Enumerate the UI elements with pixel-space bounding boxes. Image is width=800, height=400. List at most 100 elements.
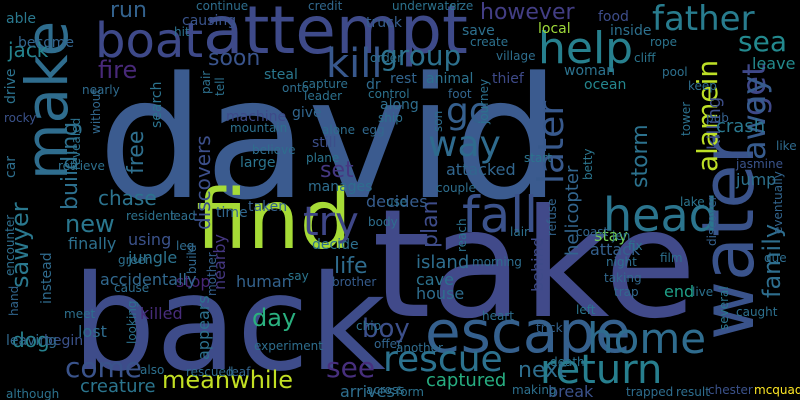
word: run [110, 0, 147, 23]
word: alone [322, 123, 356, 137]
word: fall [462, 186, 539, 244]
word: become [18, 35, 75, 51]
word: jasmine [736, 157, 783, 171]
word: animal [426, 71, 474, 87]
word: caught [736, 305, 778, 319]
word: fix [628, 239, 643, 253]
word: live [692, 285, 714, 299]
word: thief [492, 71, 524, 87]
word: without [89, 88, 103, 134]
word: result [676, 385, 710, 399]
word: looking [125, 300, 139, 344]
word: death [550, 355, 585, 369]
word: boat [95, 13, 204, 69]
word: leave [752, 54, 796, 73]
word: back [72, 247, 386, 400]
word: search [149, 81, 165, 128]
word: trap [614, 285, 639, 299]
word: continue [196, 0, 249, 13]
word: lost [78, 322, 107, 341]
word: life [334, 254, 368, 279]
word: chip [356, 319, 382, 333]
word: boy [362, 314, 410, 344]
word: take [372, 178, 697, 352]
word: mountain [230, 121, 288, 135]
word: resident [126, 209, 175, 223]
word: food [598, 9, 629, 25]
word: head [603, 188, 718, 242]
word: killed [140, 304, 183, 323]
word: build [185, 244, 199, 274]
word: manages [308, 179, 373, 195]
word: leader [304, 89, 343, 103]
word: trick [536, 321, 563, 335]
word: taking [604, 271, 642, 285]
word: due [764, 251, 787, 265]
word: local [538, 21, 571, 37]
word: free [124, 130, 149, 174]
word: woman [564, 63, 616, 79]
word: car [3, 155, 19, 178]
word: create [470, 35, 509, 49]
word: offer [374, 337, 402, 351]
word: capture [302, 77, 348, 91]
word: decide [312, 237, 359, 253]
word: couple [436, 181, 476, 195]
word: discovers [191, 135, 215, 230]
word: heart [482, 309, 514, 323]
word: form [396, 385, 424, 399]
word: behind [528, 237, 547, 292]
word: drive [3, 68, 19, 104]
word: appears [194, 295, 213, 360]
word: trapped [626, 385, 674, 399]
word: betty [581, 148, 595, 180]
word: kill [326, 41, 383, 87]
word: jungle [128, 248, 178, 267]
word: chase [98, 186, 157, 210]
word: pub [706, 111, 729, 125]
word: retrieve [58, 159, 105, 173]
word: green [118, 253, 153, 267]
word: large [240, 155, 276, 171]
word: father [652, 0, 755, 39]
word: still [312, 135, 337, 151]
word: eventually [771, 171, 785, 234]
word: cave [416, 270, 454, 289]
word: group [380, 39, 462, 72]
word: jack [8, 38, 49, 62]
word: hit [174, 25, 190, 39]
word: save [462, 23, 495, 39]
word: rocky [4, 111, 37, 125]
word: leaving [6, 333, 58, 349]
word: break [548, 382, 594, 400]
word: captured [426, 370, 507, 391]
word: dr [366, 77, 381, 93]
word: day [252, 304, 297, 332]
word: jen [612, 229, 631, 243]
word: able [6, 11, 36, 27]
word: helicopter [562, 165, 583, 256]
word: mcquade [754, 383, 800, 397]
word: go [446, 91, 491, 132]
word: sea [738, 25, 787, 58]
word: finally [68, 234, 117, 253]
word: size [450, 0, 474, 13]
word: leg [176, 239, 195, 253]
word: decides [366, 192, 428, 211]
word: rescued [186, 365, 234, 379]
word: egg [362, 123, 385, 137]
word: home [587, 314, 707, 363]
word: start [524, 151, 552, 165]
word: also [140, 363, 165, 377]
word: end [664, 282, 695, 301]
word: along [380, 97, 419, 113]
word: time [216, 205, 248, 221]
word: cause [114, 281, 150, 295]
word: body [368, 215, 398, 229]
word: refuse [545, 198, 559, 236]
word: nearly [82, 83, 120, 97]
word: however [480, 0, 575, 25]
word: return [540, 347, 663, 393]
word: set [320, 158, 354, 183]
word: leaf [228, 365, 251, 379]
